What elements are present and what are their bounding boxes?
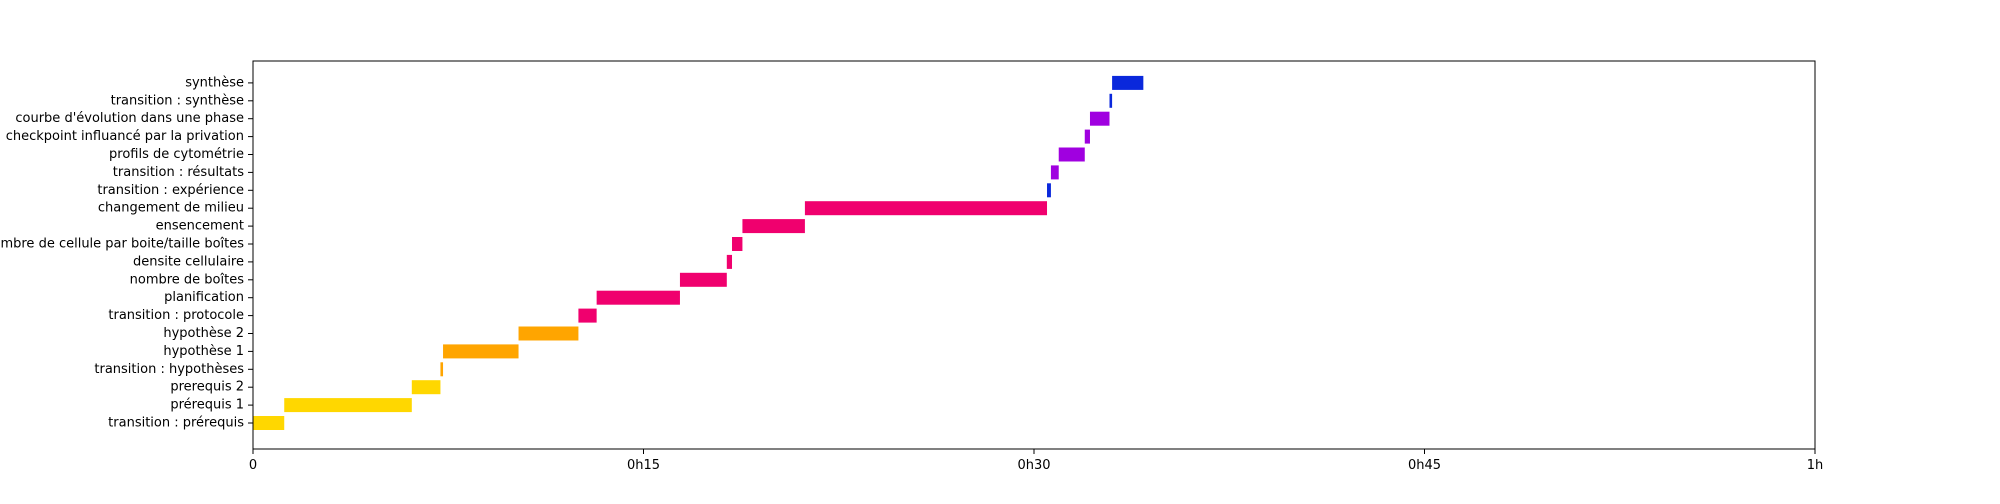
plot-frame	[252, 60, 1816, 450]
x-tick-label: 0h45	[1408, 458, 1441, 473]
x-tick-label: 0	[249, 458, 257, 473]
y-axis: transition : prérequis prérequis 1 prerequ…	[0, 75, 253, 431]
x-tick-label: 1h	[1807, 458, 1824, 473]
task-bar	[518, 326, 579, 341]
task-bar	[1084, 129, 1090, 144]
task-bar	[742, 219, 805, 234]
x-axis: 0 0h15 0h30 0h45 1h	[249, 449, 1823, 473]
y-tick-label: transition : protocole	[108, 308, 244, 323]
y-tick-label: hypothèse 2	[163, 326, 244, 341]
task-bar	[253, 416, 285, 430]
y-tick-label: transition : hypothèses	[94, 362, 244, 377]
y-tick-label: changement de milieu	[98, 201, 244, 216]
task-bar	[1058, 147, 1085, 162]
task-bar	[1050, 165, 1059, 180]
task-bar	[1047, 183, 1051, 198]
task-bar	[443, 344, 519, 359]
task-bar	[1089, 111, 1110, 126]
task-bar	[596, 290, 680, 305]
y-tick-label: nombre de boîtes	[130, 272, 245, 287]
y-tick-label: synthèse	[185, 75, 244, 90]
x-tick-label: 0h30	[1017, 458, 1050, 473]
y-tick-label: transition : synthèse	[111, 93, 244, 108]
y-tick-label: transition : prérequis	[108, 416, 244, 431]
task-bar	[578, 308, 597, 323]
y-tick-label: ensencement	[156, 219, 244, 234]
y-tick-label: prerequis 2	[170, 380, 244, 395]
y-tick-label: nombre de cellule par boite/taille boîte…	[0, 237, 244, 252]
y-tick-label: profils de cytométrie	[109, 147, 244, 162]
task-bar	[679, 272, 727, 287]
task-bar	[284, 398, 412, 413]
task-bar	[732, 237, 743, 251]
task-bar	[1109, 93, 1113, 108]
bars-layer	[253, 75, 1144, 430]
task-bar	[1112, 75, 1144, 90]
y-tick-label: transition : expérience	[97, 183, 244, 198]
y-tick-label: transition : résultats	[113, 165, 244, 180]
y-tick-label: hypothèse 1	[163, 344, 244, 359]
task-bar	[440, 362, 444, 377]
y-tick-label: densite cellulaire	[133, 254, 244, 269]
y-tick-label: courbe d'évolution dans une phase	[15, 111, 244, 126]
task-bar	[726, 254, 733, 269]
y-tick-label: prérequis 1	[170, 398, 244, 413]
task-bar	[804, 201, 1048, 216]
task-bar	[411, 380, 441, 395]
x-tick-label: 0h15	[627, 458, 660, 473]
y-tick-label: planification	[164, 290, 244, 305]
y-tick-label: checkpoint influancé par la privation	[6, 129, 244, 144]
